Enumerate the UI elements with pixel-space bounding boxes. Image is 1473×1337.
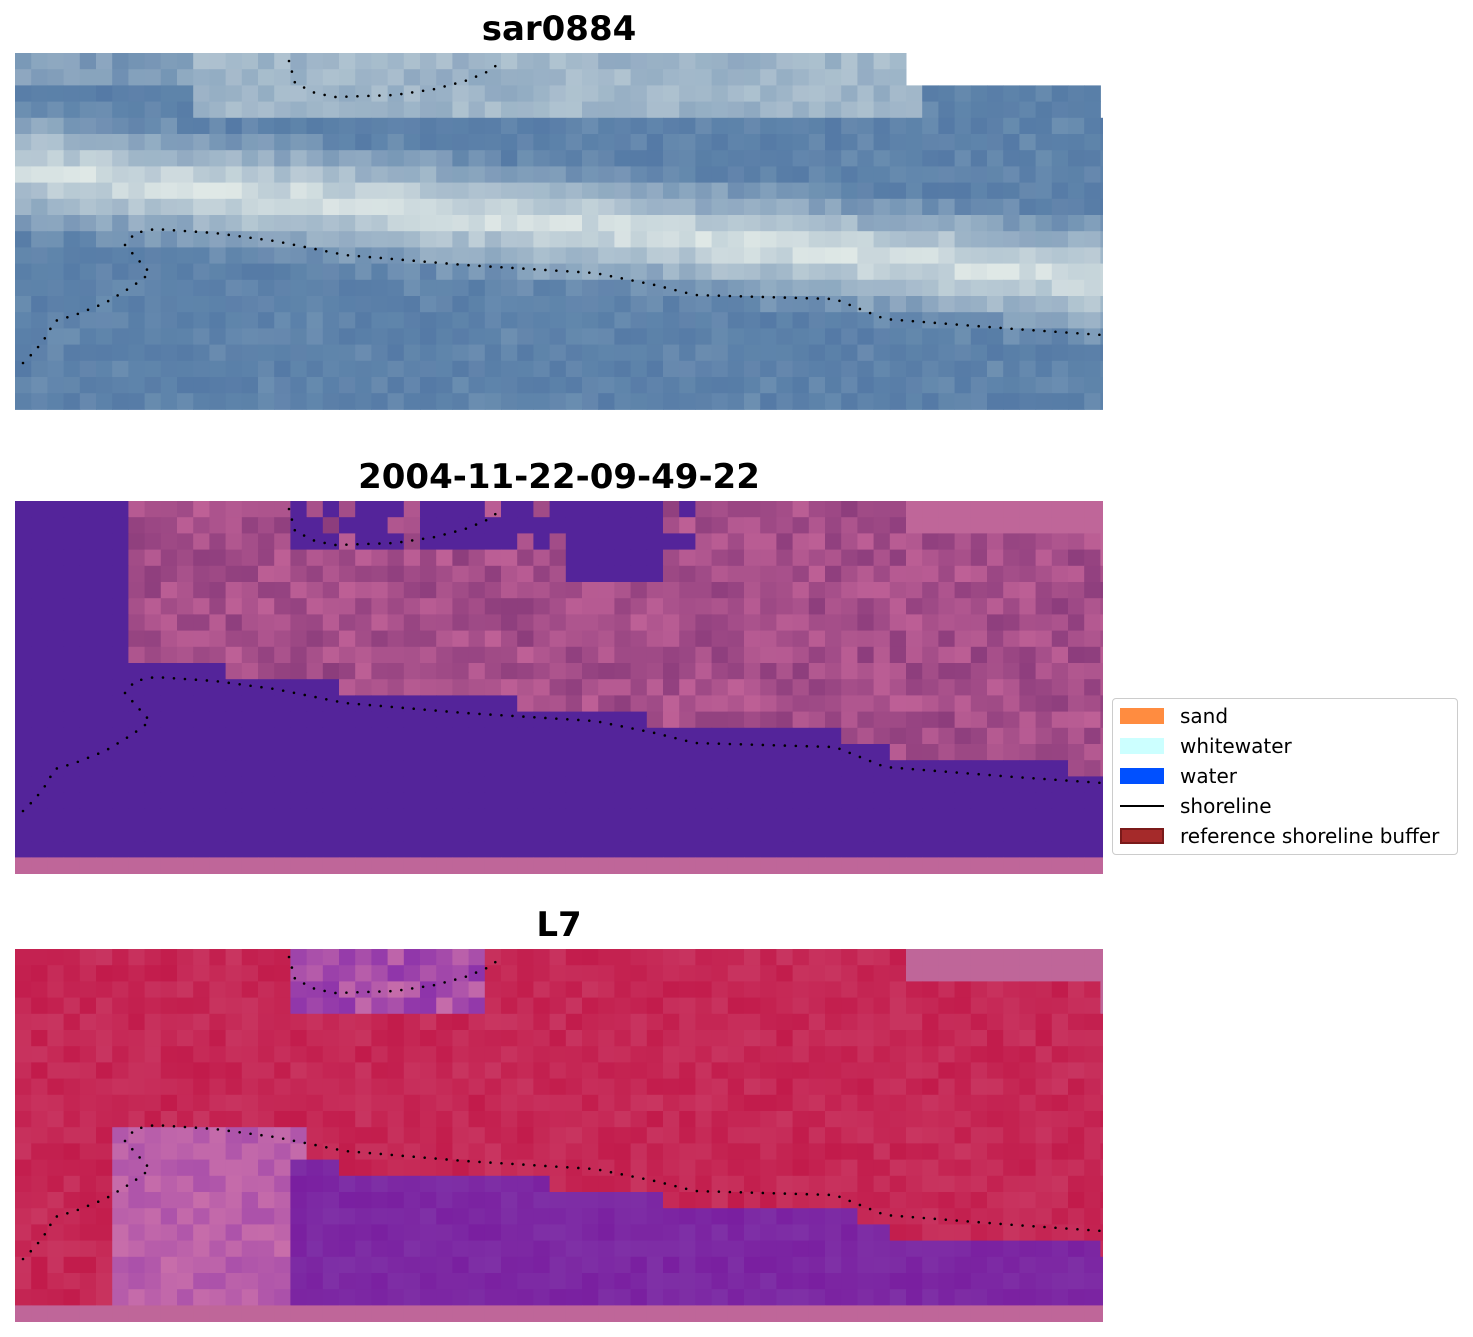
legend-label: water xyxy=(1180,764,1237,788)
legend-item-water: water xyxy=(1120,764,1237,788)
legend-label: whitewater xyxy=(1180,734,1292,758)
shoreline-dots xyxy=(21,227,1103,365)
legend-label: sand xyxy=(1180,704,1229,728)
shoreline-line-icon xyxy=(1120,805,1164,807)
panel-title-index: L7 xyxy=(536,905,582,945)
panel-title-rgb: sar0884 xyxy=(481,9,637,49)
panel-title-classified: 2004-11-22-09-49-22 xyxy=(358,457,760,497)
shoreline-dots xyxy=(21,1123,1103,1261)
classified-image xyxy=(15,501,1103,874)
legend-label: reference shoreline buffer xyxy=(1180,824,1440,848)
legend-label: shoreline xyxy=(1180,794,1272,818)
index-image xyxy=(15,949,1103,1322)
legend-item-whitewater: whitewater xyxy=(1120,734,1292,758)
legend-item-sand: sand xyxy=(1120,704,1229,728)
classified-image-panel xyxy=(15,501,1103,874)
sand-swatch-icon xyxy=(1120,708,1164,724)
shoreline-dots xyxy=(21,675,1103,813)
water-swatch-icon xyxy=(1120,768,1164,784)
reference-buffer-swatch-icon xyxy=(1120,828,1164,844)
rgb-image-panel xyxy=(15,53,1103,410)
index-image-panel xyxy=(15,949,1103,1322)
legend-item-reference-buffer: reference shoreline buffer xyxy=(1120,824,1440,848)
legend: sand whitewater water shoreline referenc… xyxy=(1112,698,1458,855)
whitewater-swatch-icon xyxy=(1120,738,1164,754)
legend-item-shoreline: shoreline xyxy=(1120,794,1272,818)
rgb-image xyxy=(15,53,1103,410)
